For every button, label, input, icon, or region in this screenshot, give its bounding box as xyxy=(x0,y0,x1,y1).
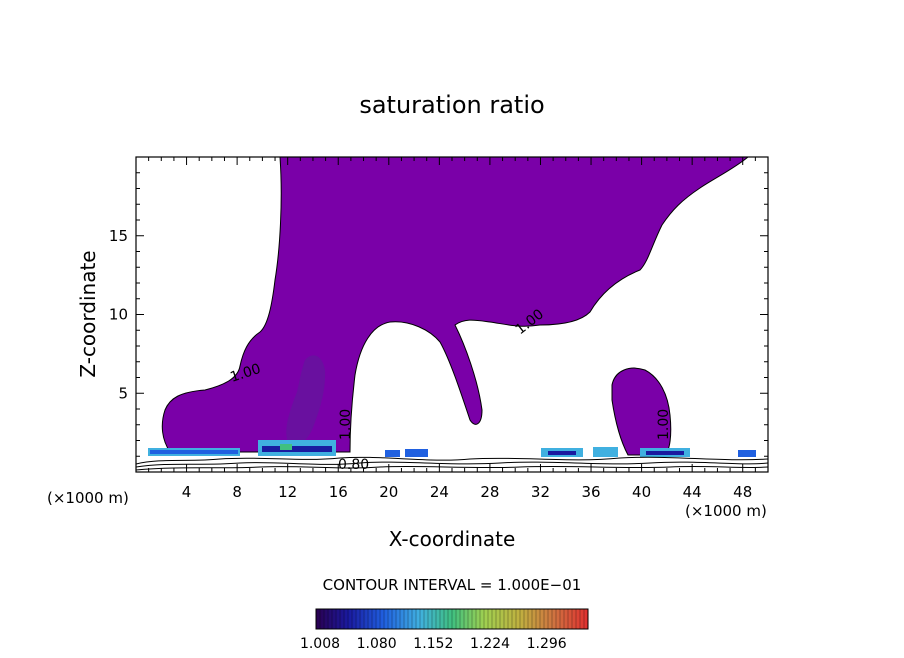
x-tick-label: 36 xyxy=(581,483,600,501)
x-tick-label: 28 xyxy=(480,483,499,501)
x-tick-label: 16 xyxy=(329,483,348,501)
colorbar-tick-label: 1.152 xyxy=(413,636,453,652)
contour-label: 0.80 xyxy=(338,457,369,473)
x-tick-label: 8 xyxy=(232,483,242,501)
x-tick-label: 4 xyxy=(182,483,192,501)
y-tick-label: 10 xyxy=(109,306,128,324)
contour-interval: CONTOUR INTERVAL = 1.000E−01 xyxy=(323,576,582,594)
plot-area xyxy=(136,157,768,471)
y-axis: 5 10 15 xyxy=(109,172,768,457)
low-cloud-bands xyxy=(148,440,756,457)
colorbar-tick-label: 1.296 xyxy=(527,636,567,652)
updraft-core xyxy=(286,355,326,445)
y-axis-title: Z-coordinate xyxy=(76,250,100,377)
surface-contours xyxy=(136,456,768,471)
x-tick-label: 24 xyxy=(430,483,449,501)
colorbar-tick-label: 1.224 xyxy=(470,636,510,652)
x-axis-title: X-coordinate xyxy=(389,527,516,551)
x-tick-label: 44 xyxy=(683,483,702,501)
colorbar-tick-label: 1.080 xyxy=(357,636,397,652)
saturation-region-bubble xyxy=(611,367,672,456)
colorbar-tick-label: 1.008 xyxy=(300,636,340,652)
y-tick-label: 15 xyxy=(109,227,128,245)
x-tick-label: 20 xyxy=(379,483,398,501)
x-tick-label: 40 xyxy=(632,483,651,501)
contour-label: 1.00 xyxy=(656,409,672,440)
x-axis: 4 8 12 16 20 24 28 32 36 40 44 48 xyxy=(148,157,756,501)
y-tick-label: 5 xyxy=(118,384,128,402)
colorbar: 1.008 1.080 1.152 1.224 1.296 xyxy=(300,608,589,652)
x-unit-left: (×1000 m) xyxy=(47,489,129,507)
x-tick-label: 12 xyxy=(278,483,297,501)
x-tick-label: 32 xyxy=(531,483,550,501)
x-unit-right: (×1000 m) xyxy=(685,502,767,520)
colorbar-tick-labels: 1.008 1.080 1.152 1.224 1.296 xyxy=(300,636,567,652)
colorbar-hatching xyxy=(319,609,585,629)
x-tick-label: 48 xyxy=(733,483,752,501)
chart-title: saturation ratio xyxy=(359,91,544,119)
contour-label: 1.00 xyxy=(338,409,354,440)
